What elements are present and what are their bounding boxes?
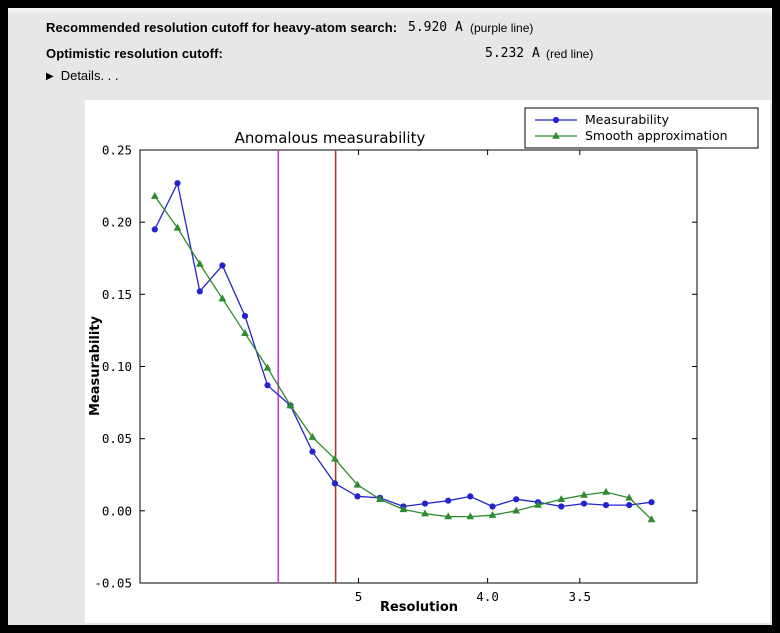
chart-title: Anomalous measurability <box>235 129 426 147</box>
series-measurability-marker <box>331 480 338 487</box>
legend-marker <box>552 131 560 139</box>
series-smooth-approximation-marker <box>534 500 542 508</box>
series-smooth-approximation-marker <box>263 363 272 371</box>
legend-label: Smooth approximation <box>585 128 728 143</box>
series-measurability-marker <box>602 502 610 509</box>
y-tick-label: 0.10 <box>102 359 132 374</box>
optimistic-cutoff-value: 5.232 A <box>485 46 540 61</box>
series-smooth-approximation-marker <box>580 490 588 498</box>
optimistic-cutoff-label: Optimistic resolution cutoff: <box>46 46 223 61</box>
recommended-cutoff-row: Recommended resolution cutoff for heavy-… <box>8 18 772 40</box>
series-smooth-approximation-marker <box>308 433 317 440</box>
series-measurability-marker <box>196 288 203 295</box>
series-measurability-marker <box>421 500 429 507</box>
xtriage-results-panel: Recommended resolution cutoff for heavy-… <box>8 8 772 625</box>
y-axis-label: Measurability <box>88 315 103 416</box>
optimistic-cutoff-row: Optimistic resolution cutoff: 5.232 A (r… <box>8 44 772 66</box>
anomalous-measurability-chart: -0.05 0.00 0.05 0.10 0.15 0.20 0.25 5 4.0 3.5 Anom… <box>85 100 770 623</box>
series-measurability-marker <box>151 226 158 233</box>
y-tick-label: 0.20 <box>102 215 132 230</box>
plot-border <box>139 149 698 584</box>
series-smooth-approximation-marker <box>488 511 497 518</box>
series-smooth-approximation-marker <box>241 329 249 336</box>
chart-figure: -0.05 0.00 0.05 0.10 0.15 0.20 0.25 5 4.0 3.5 Anom… <box>85 100 770 623</box>
x-tick-label: 5 <box>355 589 363 604</box>
series-measurability-marker <box>626 502 633 509</box>
x-tick-label: 4.0 <box>476 589 499 604</box>
series-measurability-marker <box>513 496 520 503</box>
y-tick-label: -0.05 <box>94 576 132 591</box>
series-measurability-marker <box>558 503 565 510</box>
series-smooth-approximation-marker <box>466 512 475 520</box>
series-smooth-approximation-marker <box>602 487 610 495</box>
series-smooth-approximation-marker <box>421 509 429 517</box>
series-measurability-marker <box>219 262 226 269</box>
series-measurability-marker <box>174 180 181 187</box>
series-smooth-approximation-marker <box>286 401 295 409</box>
series-smooth-approximation-marker <box>557 495 566 502</box>
series-measurability-marker <box>445 497 452 504</box>
y-tick-label: 0.05 <box>102 431 132 446</box>
series-smooth-approximation-marker <box>647 515 656 523</box>
series-smooth-approximation-marker <box>195 259 204 267</box>
series-measurability-marker <box>580 500 588 507</box>
series-measurability-marker <box>648 499 655 506</box>
series-measurability-marker <box>264 382 271 389</box>
series-smooth-approximation-marker <box>625 493 634 501</box>
disclosure-triangle-icon: ▶ <box>46 71 54 82</box>
optimistic-cutoff-note: (red line) <box>546 47 594 61</box>
details-label: Details. . . <box>60 68 119 83</box>
recommended-cutoff-value: 5.920 A <box>408 20 463 35</box>
y-tick-label: 0.25 <box>102 143 132 158</box>
y-tick-label: 0.00 <box>102 503 132 518</box>
details-disclosure[interactable]: ▶ Details. . . <box>46 68 119 88</box>
series-measurability-marker <box>354 493 361 500</box>
series-measurability-marker <box>309 448 316 455</box>
legend-box <box>524 107 759 149</box>
legend-label: Measurability <box>585 112 670 127</box>
series-measurability-marker <box>241 312 249 320</box>
series-smooth-approximation-marker <box>353 480 362 488</box>
series-smooth-approximation-marker <box>444 512 453 520</box>
legend-marker <box>552 116 560 124</box>
y-tick-label: 0.15 <box>102 287 132 302</box>
series-measurability-marker <box>467 493 474 500</box>
recommended-cutoff-note: (purple line) <box>470 21 534 35</box>
series-smooth-approximation-marker <box>218 294 227 302</box>
x-tick-label: 3.5 <box>569 589 592 604</box>
x-axis-label: Resolution <box>380 600 458 615</box>
series-smooth-approximation-marker <box>399 505 408 513</box>
series-smooth-approximation-marker <box>150 192 159 199</box>
series-measurability-marker <box>489 503 496 510</box>
recommended-cutoff-label: Recommended resolution cutoff for heavy-… <box>46 20 398 35</box>
series-smooth-approximation-marker <box>512 506 521 514</box>
series-smooth-approximation-marker <box>376 495 384 502</box>
series-smooth-approximation-marker <box>173 223 182 231</box>
series-smooth-approximation-marker <box>331 454 339 462</box>
